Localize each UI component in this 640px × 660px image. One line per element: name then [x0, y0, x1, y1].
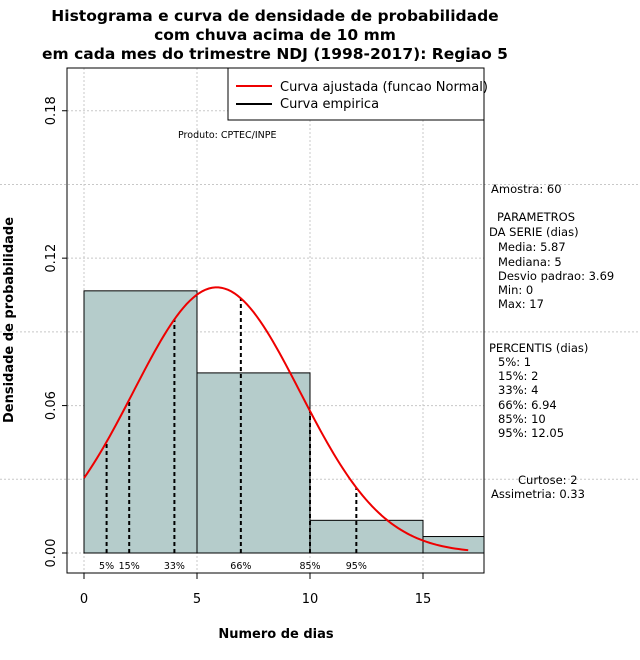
product-annotation: Produto: CPTEC/INPE [178, 130, 277, 141]
percentile-label: 66% [230, 561, 251, 572]
percentile-label: 85% [299, 561, 320, 572]
y-tick-label: 0.18 [44, 96, 59, 125]
normal-curve [83, 286, 469, 552]
chart-title-line-1: Histograma e curva de densidade de proba… [51, 7, 498, 25]
percentile-label: 15% [119, 561, 140, 572]
normal-curve-layer [83, 286, 469, 552]
stats-desvio: Desvio padrao: 3.69 [498, 269, 614, 283]
percentile-lines: 5% 15% 33% 66% 85% 95% [99, 298, 367, 572]
x-tick-label: 10 [302, 592, 319, 607]
stats-max: Max: 17 [498, 297, 544, 311]
histogram-bar [309, 519, 424, 554]
stats-param-header-2: DA SERIE (dias) [489, 225, 579, 239]
y-axis-label: Densidade de probabilidade [2, 217, 17, 423]
stats-curtose: Curtose: 2 [518, 473, 578, 487]
stats-perc-15: 15%: 2 [498, 369, 538, 383]
stats-amostra: Amostra: 60 [491, 182, 562, 196]
x-tick-label: 0 [80, 592, 88, 607]
stats-perc-33: 33%: 4 [498, 383, 538, 397]
stats-mediana: Mediana: 5 [498, 255, 562, 269]
percentile-label: 33% [164, 561, 185, 572]
stats-param-header-1: PARAMETROS [497, 210, 575, 224]
chart-title-line-3: em cada mes do trimestre NDJ (1998-2017)… [42, 45, 508, 63]
legend-box [227, 67, 485, 121]
x-tick-label: 5 [193, 592, 201, 607]
y-tick-label: 0.12 [44, 244, 59, 273]
stats-perc-header: PERCENTIS (dias) [489, 341, 588, 355]
stats-perc-5: 5%: 1 [498, 355, 531, 369]
stats-min: Min: 0 [498, 283, 533, 297]
y-tick-label: 0.06 [44, 391, 59, 420]
histogram-bar [422, 536, 485, 554]
x-axis-label: Numero de dias [218, 627, 334, 642]
stats-perc-66: 66%: 6.94 [498, 398, 557, 412]
stats-media: Media: 5.87 [498, 240, 566, 254]
x-tick-label: 15 [415, 592, 432, 607]
axes: 0.00 0.06 0.12 0.18 0 5 10 15 [44, 96, 431, 607]
stats-assimetria: Assimetria: 0.33 [491, 487, 585, 501]
percentile-label: 95% [346, 561, 367, 572]
legend-label-fitted: Curva ajustada (funcao Normal) [280, 80, 488, 95]
histogram-bars [83, 290, 485, 554]
stats-perc-85: 85%: 10 [498, 412, 546, 426]
histogram-bar [83, 290, 198, 554]
histogram-bar [196, 372, 311, 554]
percentile-label: 5% [99, 561, 114, 572]
chart-title-line-2: com chuva acima de 10 mm [154, 26, 396, 44]
stats-perc-95: 95%: 12.05 [498, 426, 564, 440]
legend: Curva ajustada (funcao Normal) Curva emp… [227, 67, 488, 121]
legend-label-empirical: Curva empirica [280, 97, 379, 112]
y-tick-label: 0.00 [44, 539, 59, 568]
stats-panel: Amostra: 60 PARAMETROS DA SERIE (dias) M… [489, 182, 614, 501]
